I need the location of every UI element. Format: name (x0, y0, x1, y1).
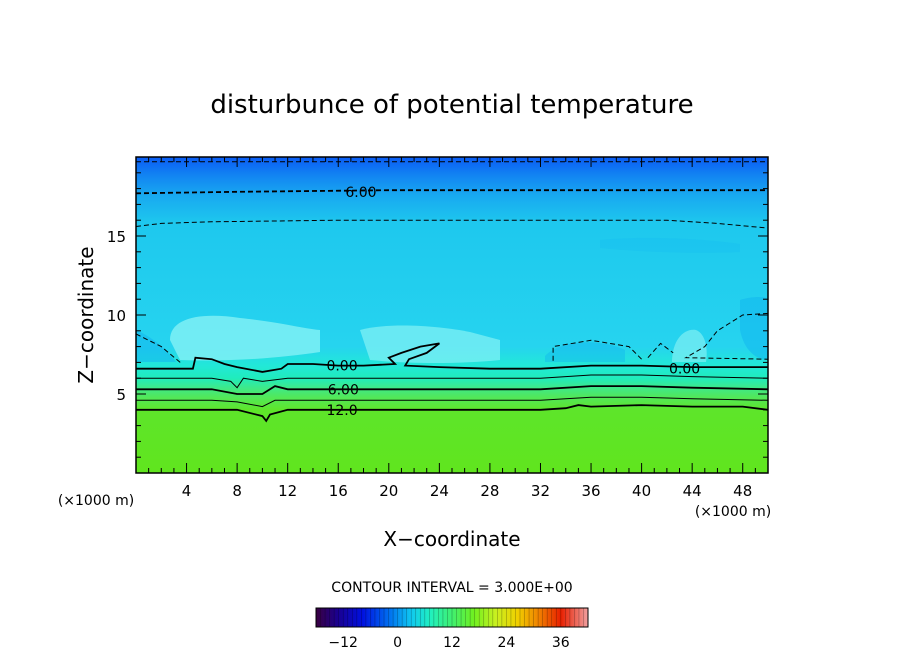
x-axis: 4 8 12 16 20 24 28 32 36 40 44 48 (148, 157, 756, 500)
contour-line-4 (684, 312, 768, 360)
x-tick-label: 4 (182, 482, 192, 500)
colorbar: −12 0 12 24 36 (315, 607, 589, 651)
field-patch (672, 329, 707, 362)
contour-line-9 (136, 385, 768, 395)
field-patch (136, 330, 176, 362)
x-tick-label: 36 (581, 482, 600, 500)
plot-area (136, 157, 768, 473)
contour-lines (136, 161, 768, 423)
x-axis-label: X−coordinate (383, 527, 520, 551)
colorbar-frame (315, 607, 589, 628)
x-tick-label: 12 (278, 482, 297, 500)
contour-label-2: 0.00 (669, 362, 700, 378)
contour-labels: 6.00 0.00 0.00 6.00 12.0 (326, 185, 700, 419)
contour-label-4: 12.0 (326, 403, 357, 419)
y-tick-label: 15 (107, 228, 126, 246)
contour-label-1: 0.00 (326, 359, 357, 375)
contour-line-7 (136, 342, 768, 373)
field-patch (740, 297, 768, 360)
x-tick-label: 40 (632, 482, 651, 500)
contour-line-3 (136, 333, 181, 363)
x-tick-label: 44 (683, 482, 702, 500)
contour-line-11 (136, 404, 768, 423)
colorbar-tick-label: 24 (497, 635, 515, 651)
x-tick-label: 8 (232, 482, 242, 500)
colorbar-tick-label: 0 (393, 635, 402, 651)
x-tick-label: 48 (733, 482, 752, 500)
x-tick-label: 32 (531, 482, 550, 500)
field-patch (600, 237, 740, 253)
x-tick-label: 20 (379, 482, 398, 500)
colorbar-tick-label: 12 (443, 635, 461, 651)
contour-label-0: 6.00 (345, 185, 376, 201)
contour-line-1 (136, 189, 768, 195)
x-tick-label: 24 (430, 482, 449, 500)
colorbar-ticks: −12 0 12 24 36 (328, 635, 569, 651)
contour-line-2 (136, 219, 768, 229)
y-axis-label: Z−coordinate (74, 246, 98, 383)
chart-title: disturbunce of potential temperature (210, 90, 693, 120)
contour-line-8 (136, 374, 768, 389)
contour-line-5 (552, 339, 642, 361)
colorbar-steps (320, 608, 584, 627)
contour-interval-text: CONTOUR INTERVAL = 3.000E+00 (331, 580, 572, 596)
y-axis: 5 10 15 (107, 172, 768, 458)
field-patch (545, 342, 625, 362)
colorbar-fill (316, 608, 588, 627)
colorbar-tick-label: −12 (328, 635, 358, 651)
y-tick-label: 5 (116, 386, 126, 404)
y-tick-label: 10 (107, 307, 126, 325)
colorbar-tick-label: 36 (552, 635, 570, 651)
x-axis-unit: (×1000 m) (695, 504, 771, 520)
contour-line-6 (647, 342, 674, 359)
contour-line-10 (136, 396, 768, 408)
contour-label-3: 6.00 (328, 382, 359, 398)
x-tick-label: 28 (480, 482, 499, 500)
y-axis-unit: (×1000 m) (58, 493, 134, 509)
field-fill (136, 157, 768, 473)
x-tick-label: 16 (329, 482, 348, 500)
field-patch (170, 315, 320, 361)
